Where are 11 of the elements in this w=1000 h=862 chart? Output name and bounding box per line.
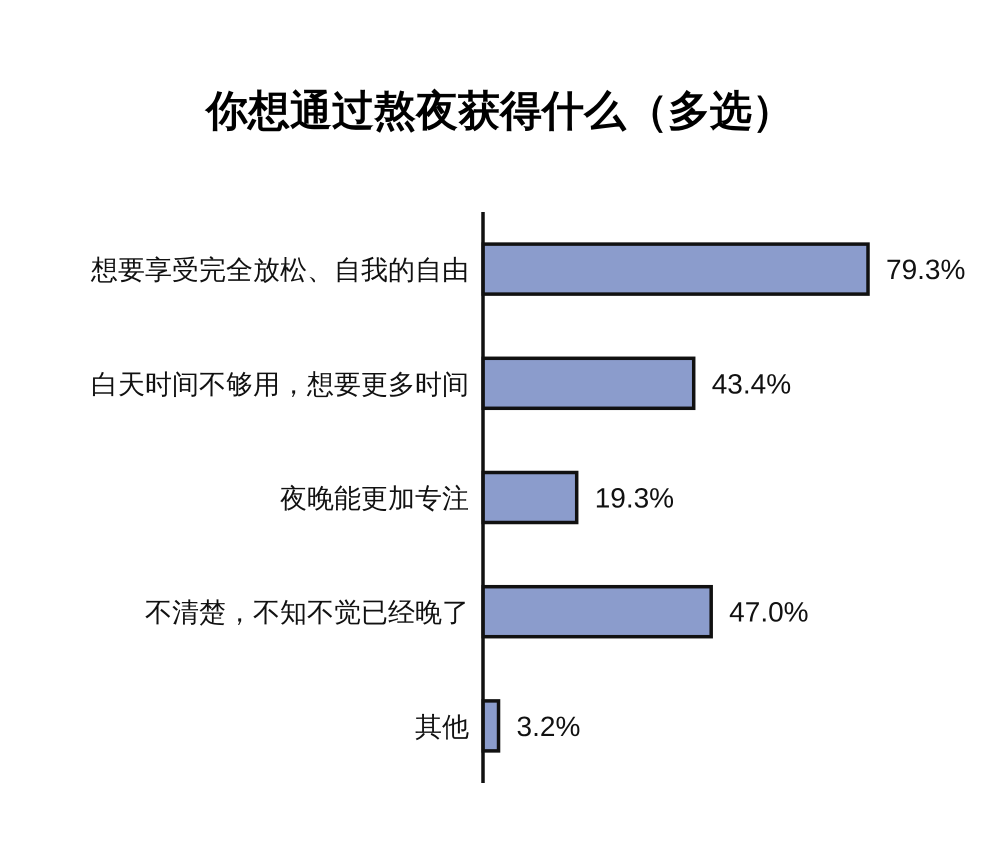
data-label: 19.3% <box>594 482 674 514</box>
y-tick-label: 不清楚，不知不觉已经晚了 <box>145 598 469 628</box>
data-label: 47.0% <box>729 596 809 628</box>
y-tick-label: 其他 <box>415 712 469 742</box>
data-label: 79.3% <box>886 254 966 286</box>
data-label: 3.2% <box>516 710 580 742</box>
y-tick-label: 白天时间不够用，想要更多时间 <box>91 369 469 400</box>
chart-title: 你想通过熬夜获得什么（多选） <box>204 87 794 134</box>
data-label: 43.4% <box>712 368 792 400</box>
y-tick-label: 夜晚能更加专注 <box>280 484 469 514</box>
y-tick-label: 想要享受完全放松、自我的自由 <box>90 255 469 286</box>
